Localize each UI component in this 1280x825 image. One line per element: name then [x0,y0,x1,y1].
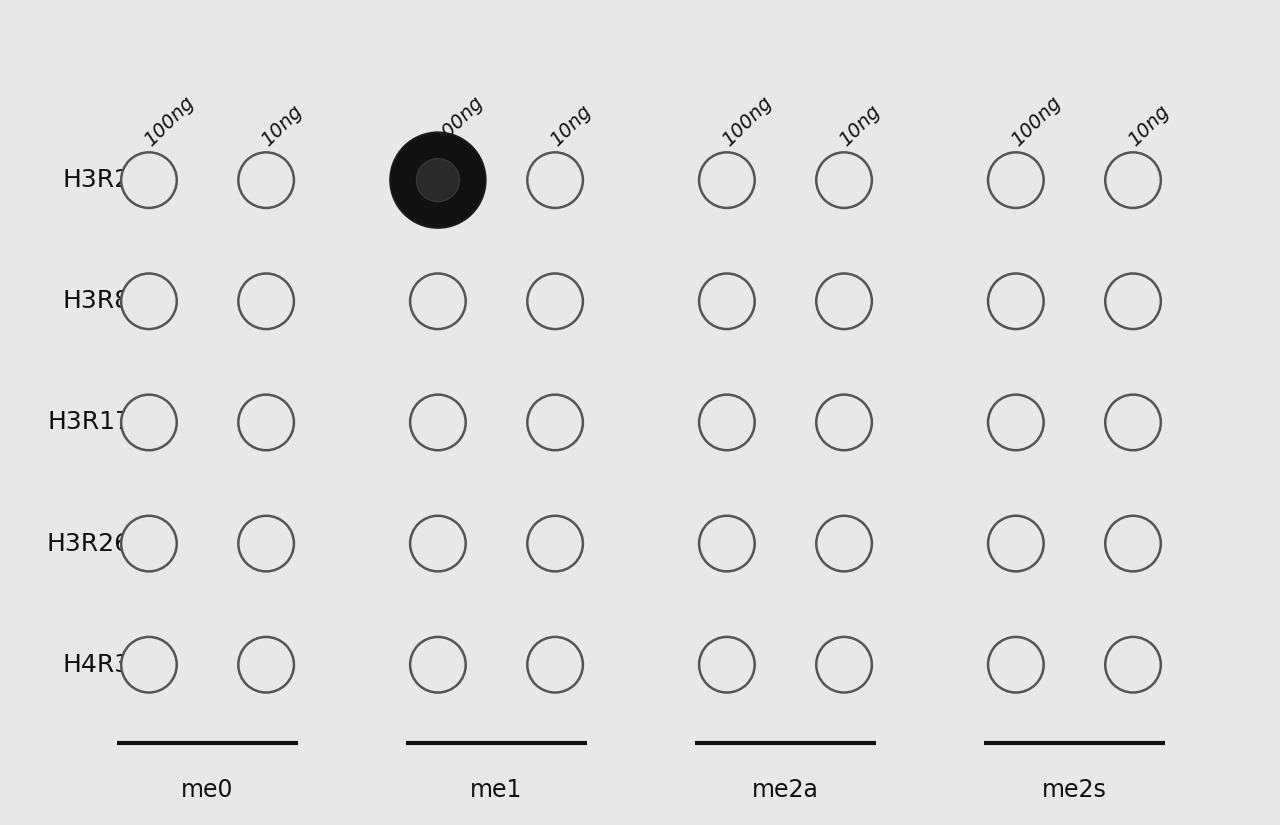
Circle shape [1105,637,1161,692]
Circle shape [988,273,1043,329]
Text: 10ng: 10ng [836,102,884,150]
Text: H3R8: H3R8 [63,290,131,314]
Circle shape [988,637,1043,692]
Text: 100ng: 100ng [430,93,486,150]
Circle shape [1105,153,1161,208]
Circle shape [988,153,1043,208]
Text: 100ng: 100ng [1007,93,1065,150]
Text: me2s: me2s [1042,778,1107,802]
Circle shape [1105,394,1161,450]
Circle shape [238,153,294,208]
Circle shape [122,153,177,208]
Circle shape [122,394,177,450]
Circle shape [238,273,294,329]
Text: me1: me1 [470,778,522,802]
Circle shape [699,637,755,692]
Circle shape [122,637,177,692]
Circle shape [410,273,466,329]
Circle shape [817,394,872,450]
Circle shape [238,394,294,450]
Circle shape [238,637,294,692]
Circle shape [122,516,177,572]
Text: H3R2: H3R2 [63,168,131,192]
Text: 10ng: 10ng [257,102,306,150]
Circle shape [122,273,177,329]
Circle shape [988,394,1043,450]
Text: 10ng: 10ng [547,102,595,150]
Circle shape [527,394,582,450]
Text: H4R3: H4R3 [63,653,131,676]
Text: me2a: me2a [753,778,819,802]
Circle shape [410,394,466,450]
Text: H3R26: H3R26 [47,531,131,555]
Circle shape [527,637,582,692]
Circle shape [390,133,485,228]
Circle shape [699,394,755,450]
Text: 100ng: 100ng [718,93,776,150]
Circle shape [238,516,294,572]
Circle shape [699,516,755,572]
Circle shape [699,153,755,208]
Text: H3R17: H3R17 [47,410,131,435]
Circle shape [1105,273,1161,329]
Circle shape [1105,516,1161,572]
Circle shape [817,637,872,692]
Text: 10ng: 10ng [1125,102,1172,150]
Text: me0: me0 [182,778,234,802]
Circle shape [410,637,466,692]
Circle shape [699,273,755,329]
Circle shape [527,516,582,572]
Circle shape [527,153,582,208]
Circle shape [527,273,582,329]
Circle shape [817,516,872,572]
Circle shape [817,153,872,208]
Circle shape [416,158,460,201]
Circle shape [410,516,466,572]
Text: 100ng: 100ng [141,93,197,150]
Circle shape [817,273,872,329]
Circle shape [988,516,1043,572]
